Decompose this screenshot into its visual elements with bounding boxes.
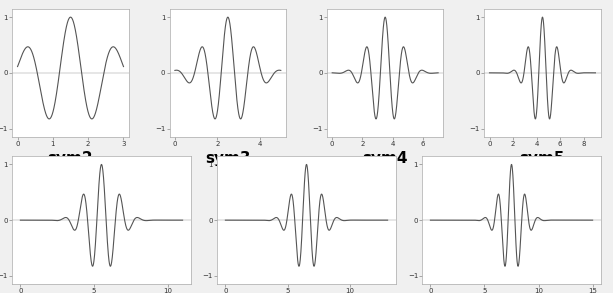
X-axis label: sym4: sym4 [362, 151, 408, 166]
X-axis label: sym3: sym3 [205, 151, 251, 166]
X-axis label: sym5: sym5 [520, 151, 565, 166]
X-axis label: sym2: sym2 [48, 151, 93, 166]
